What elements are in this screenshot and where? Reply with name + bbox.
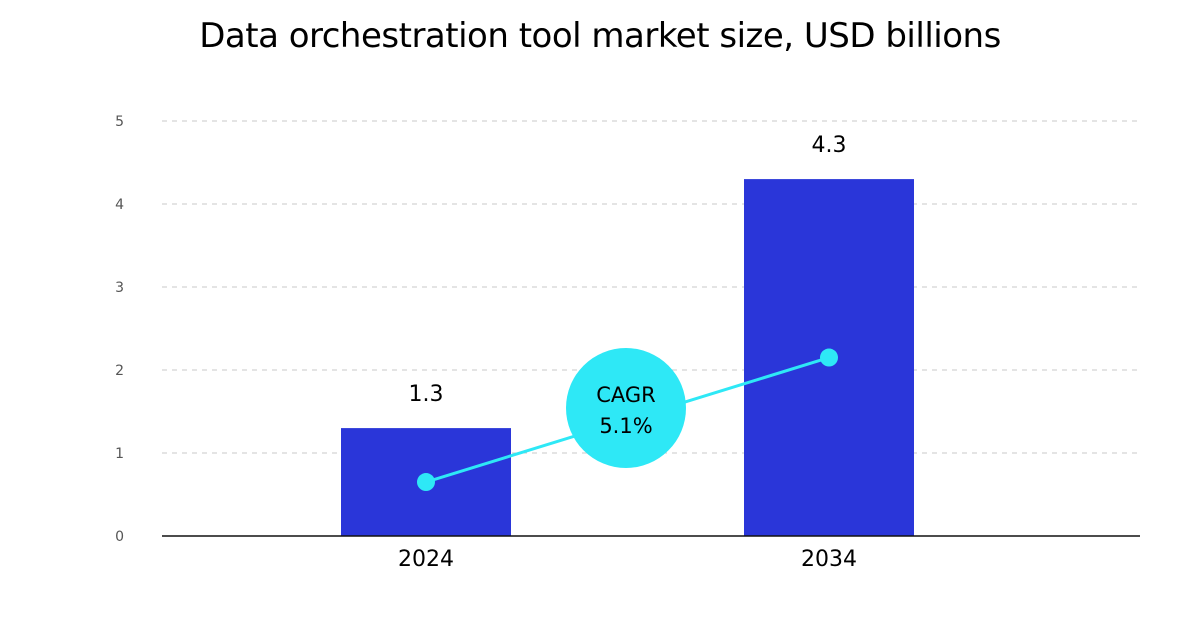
data-labels: 1.3 4.3 — [409, 133, 847, 407]
y-tick-label: 1 — [115, 446, 124, 462]
cagr-trend-end-point — [820, 348, 838, 367]
y-axis-ticks: 0 1 2 3 4 5 — [115, 114, 124, 545]
x-tick-label: 2034 — [801, 547, 857, 572]
y-tick-label: 0 — [115, 529, 124, 545]
chart-title: Data orchestration tool market size, USD… — [199, 16, 1001, 56]
y-tick-label: 2 — [115, 363, 124, 379]
cagr-label: CAGR — [596, 383, 656, 407]
cagr-trend: CAGR 5.1% — [417, 348, 838, 492]
gridlines — [162, 120, 1140, 454]
data-label: 1.3 — [409, 382, 444, 407]
x-tick-label: 2024 — [398, 547, 454, 572]
x-axis-ticks: 2024 2034 — [398, 547, 857, 572]
y-tick-label: 5 — [115, 114, 124, 130]
y-tick-label: 3 — [115, 280, 124, 296]
cagr-trend-start-point — [417, 473, 435, 492]
cagr-badge — [566, 348, 686, 468]
data-label: 4.3 — [812, 133, 847, 158]
cagr-value: 5.1% — [599, 414, 652, 438]
y-tick-label: 4 — [115, 197, 124, 213]
